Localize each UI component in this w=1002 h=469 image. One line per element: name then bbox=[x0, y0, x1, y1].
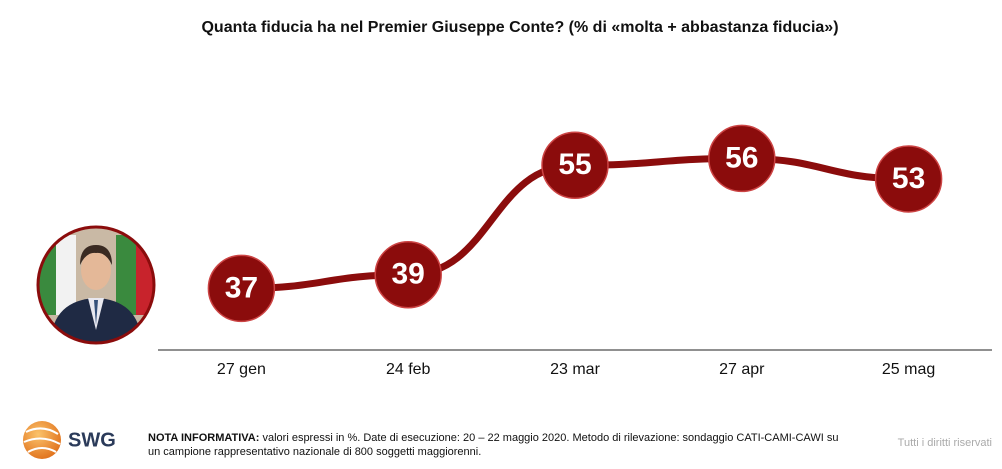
marker bbox=[874, 145, 943, 213]
data-label: 55 bbox=[558, 148, 591, 181]
data-label: 37 bbox=[225, 271, 258, 304]
portrait bbox=[36, 225, 156, 345]
note-text: valori espressi in %. Date di esecuzione… bbox=[148, 432, 839, 458]
x-tick-label: 25 mag bbox=[882, 361, 935, 378]
marker bbox=[207, 254, 276, 323]
logo-text: SWG bbox=[68, 429, 116, 451]
footnote: NOTA INFORMATIVA: valori espressi in %. … bbox=[148, 431, 848, 459]
data-label: 56 bbox=[725, 141, 758, 174]
logo: SWG bbox=[23, 421, 116, 459]
x-tick-label: 23 mar bbox=[550, 361, 600, 378]
note-label: NOTA INFORMATIVA: bbox=[148, 432, 260, 444]
x-tick-label: 27 gen bbox=[217, 361, 266, 378]
marker bbox=[708, 124, 776, 193]
rights: Tutti i diritti riservati bbox=[897, 437, 992, 449]
data-label: 53 bbox=[892, 162, 925, 195]
data-label: 39 bbox=[392, 258, 425, 291]
x-tick-label: 27 apr bbox=[719, 361, 765, 378]
marker bbox=[374, 240, 442, 309]
marker bbox=[541, 131, 609, 200]
chart-title: Quanta fiducia ha nel Premier Giuseppe C… bbox=[201, 19, 838, 36]
x-tick-label: 24 feb bbox=[386, 361, 431, 378]
